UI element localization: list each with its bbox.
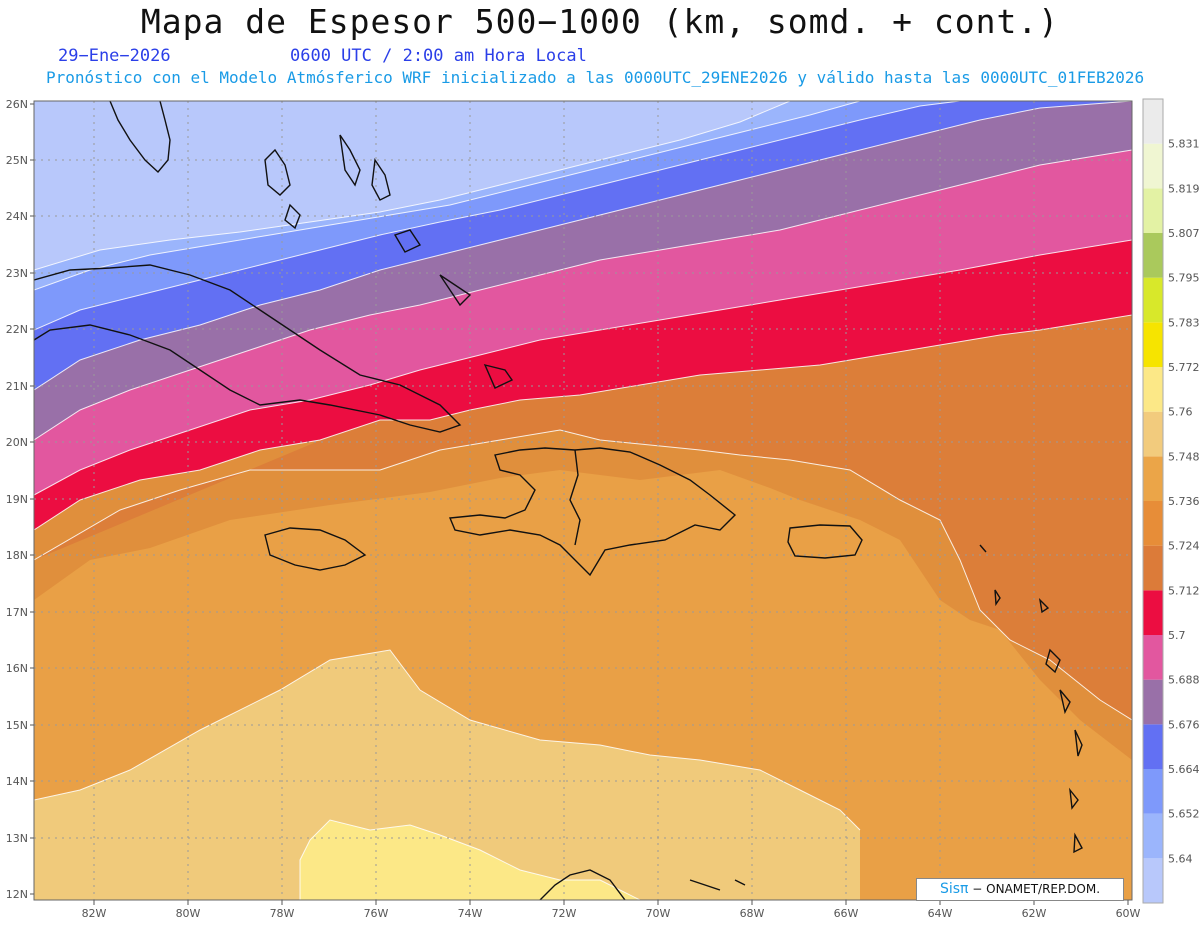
colorbar-label: 5.7 [1168,629,1186,642]
jamaica-coast [264,527,367,571]
lon-labels: 82W 80W 78W 76W 74W 72W 70W 68W 66W 64W … [82,907,1141,920]
lon-label: 70W [646,907,671,920]
map-plot-area [34,101,1132,900]
colorbar-swatch [1143,143,1163,189]
colorbar: 5.64 5.652 5.664 5.676 5.688 5.7 5.712 5.724 5.7… [1142,98,1200,904]
colorbar-swatch [1143,635,1163,680]
colorbar-swatch [1143,858,1163,903]
bahamas-islands [264,134,514,389]
forecast-date: 29−Ene−2026 [58,46,171,66]
south-america-coast [539,869,746,900]
hispaniola-coast [448,447,737,577]
colorbar-swatch [1143,367,1163,412]
colorbar-swatch [1143,813,1163,859]
colorbar-swatch [1143,233,1163,278]
lon-label: 60W [1116,907,1141,920]
colorbar-label: 5.783 [1168,316,1200,329]
band-5640 [34,101,790,270]
colorbar-label: 5.712 [1168,584,1200,597]
colorbar-swatch [1143,501,1163,546]
colorbar-swatch [1143,188,1163,233]
credit-box: Sisπ − ONAMET/REP.DOM. [916,878,1124,901]
forecast-time: 0600 UTC / 2:00 am Hora Local [290,46,587,66]
plot-frame [33,100,1133,901]
lat-label: 12N [6,888,28,901]
colorbar-swatch [1143,679,1163,725]
cuba-coast [34,264,462,433]
lon-label: 82W [82,907,107,920]
sispi-logo-text: Sisπ [939,881,969,897]
colorbar-label: 5.748 [1168,450,1200,463]
haiti-dr-border [569,449,581,546]
band-5748 [34,650,860,900]
lon-label: 78W [270,907,295,920]
colorbar-label: 5.819 [1168,182,1200,195]
lat-label: 13N [6,832,28,845]
band-5760 [300,820,640,900]
colorbar-label: 5.831 [1168,138,1200,151]
colorbar-swatch [1143,590,1163,635]
lon-label: 72W [552,907,577,920]
colorbar-label: 5.795 [1168,272,1200,285]
colorbar-swatch [1143,769,1163,814]
lat-label: 16N [6,662,28,675]
colorbar-label: 5.688 [1168,674,1200,687]
lon-label: 68W [740,907,765,920]
lat-label: 26N [6,98,28,111]
colorbar-label: 5.736 [1168,495,1200,508]
lesser-antilles [979,544,1083,854]
lat-label: 21N [6,380,28,393]
colorbar-swatch [1143,456,1163,501]
lon-label: 74W [458,907,483,920]
lat-label: 19N [6,493,28,506]
colorbar-frame [1142,98,1164,904]
contour-lines [34,101,1132,900]
colorbar-swatch [1143,411,1163,457]
colorbar-swatch [1143,99,1163,144]
puerto-rico-coast [787,524,863,559]
lat-label: 23N [6,267,28,280]
colorbar-label: 5.807 [1168,227,1200,240]
lat-ticks [30,103,34,895]
lon-label: 80W [176,907,201,920]
lon-label: 64W [928,907,953,920]
lat-label: 17N [6,606,28,619]
colorbar-swatch [1143,545,1163,591]
colorbar-label: 5.676 [1168,718,1200,731]
lat-label: 22N [6,323,28,336]
lon-label: 66W [834,907,859,920]
florida-coast [109,101,171,174]
lat-label: 24N [6,210,28,223]
lat-label: 14N [6,775,28,788]
lon-label: 62W [1022,907,1047,920]
colorbar-label: 5.652 [1168,808,1200,821]
colorbar-swatch [1143,322,1163,367]
lat-label: 15N [6,719,28,732]
credit-text: − ONAMET/REP.DOM. [972,882,1101,896]
colorbar-swatch [1143,277,1163,323]
lat-label: 20N [6,436,28,449]
lat-label: 25N [6,154,28,167]
lat-label: 18N [6,549,28,562]
map-grid [34,101,1132,900]
colorbar-label: 5.724 [1168,540,1200,553]
lat-labels: 26N 25N 24N 23N 22N 21N 20N 19N 18N 17N … [6,98,28,901]
colorbar-label: 5.64 [1168,852,1193,865]
map-title: Mapa de Espesor 500−1000 (km, somd. + co… [140,2,1060,41]
model-subtitle: Pronóstico con el Modelo Atmósferico WRF… [46,68,1145,87]
lon-label: 76W [364,907,389,920]
colorbar-label: 5.76 [1168,406,1193,419]
coastlines [34,101,1083,900]
colorbar-swatch [1143,724,1163,769]
colorbar-label: 5.772 [1168,361,1200,374]
colorbar-label: 5.664 [1168,763,1200,776]
